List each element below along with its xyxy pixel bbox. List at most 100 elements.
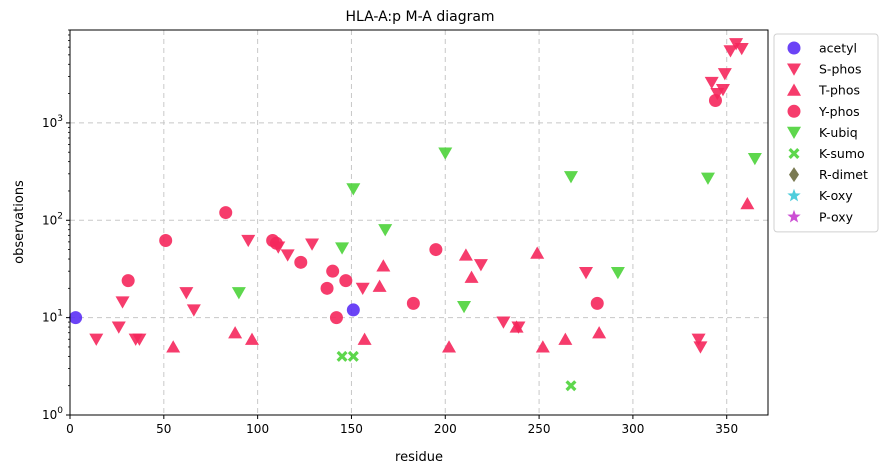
data-point-y-phos (121, 274, 135, 288)
data-point-s-phos (280, 249, 295, 262)
data-point-t-phos (509, 320, 524, 333)
legend: acetyl S-phos T-phos Y-phos K-ubiq K-sumo R-di… (773, 33, 879, 233)
data-point-s-phos (186, 304, 201, 317)
data-point-s-phos (693, 341, 708, 354)
data-point-t-phos (376, 259, 391, 272)
y-tick-label: 100 (42, 406, 63, 422)
data-point-t-phos (464, 270, 479, 283)
data-point-t-phos (245, 332, 260, 345)
data-point-k-ubiq (700, 172, 715, 185)
data-point-s-phos (496, 316, 511, 329)
data-point-k-ubiq (610, 267, 625, 280)
legend-marker-y-phos (787, 104, 801, 118)
data-point-acetyl (346, 303, 360, 317)
x-tick-label: 200 (434, 422, 457, 436)
data-point-k-sumo (336, 350, 348, 362)
data-point-y-phos (219, 206, 233, 220)
x-axis-label: residue (395, 450, 443, 465)
legend-label: R-dimet (819, 167, 868, 182)
legend-label: P-oxy (819, 209, 854, 224)
legend-label: acetyl (819, 41, 857, 56)
data-point-y-phos (329, 311, 343, 325)
data-point-t-phos (458, 248, 473, 261)
data-point-k-sumo (565, 380, 577, 392)
data-point-y-phos (429, 243, 443, 257)
data-point-y-phos (708, 93, 722, 107)
data-point-t-phos (357, 332, 372, 345)
y-tick-label: 102 (42, 211, 63, 227)
data-point-s-phos (179, 287, 194, 300)
data-point-y-phos (406, 296, 420, 310)
legend-marker-k-oxy (787, 188, 801, 202)
data-point-k-sumo (347, 350, 359, 362)
data-point-k-ubiq (231, 287, 246, 300)
legend-label: K-ubiq (819, 125, 858, 140)
data-point-t-phos (166, 340, 181, 353)
x-tick-label: 100 (246, 422, 269, 436)
legend-marker-p-oxy (787, 209, 801, 223)
data-point-t-phos (535, 340, 550, 353)
data-point-t-phos (558, 332, 573, 345)
data-point-s-phos (115, 296, 130, 309)
grid-lines (70, 30, 768, 415)
legend-marker-k-sumo (788, 148, 800, 159)
y-tick-label: 101 (42, 309, 63, 325)
data-point-t-phos (442, 340, 457, 353)
data-point-s-phos (704, 76, 719, 90)
y-axis-label: observations (12, 180, 27, 264)
data-point-t-phos (740, 197, 755, 210)
legend-marker-k-ubiq (787, 126, 801, 140)
data-point-k-ubiq (457, 300, 472, 314)
legend-box (773, 33, 879, 233)
data-point-y-phos (339, 274, 353, 288)
data-point-s-phos (305, 238, 320, 251)
legend-label: Y-phos (818, 104, 860, 119)
data-point-acetyl (69, 311, 83, 325)
data-point-t-phos (372, 279, 387, 292)
data-point-t-phos (592, 326, 607, 339)
data-point-s-phos (734, 42, 749, 56)
data-point-s-phos (111, 321, 126, 334)
data-point-s-phos (241, 234, 256, 248)
data-point-y-phos (159, 233, 173, 247)
data-point-y-phos (294, 255, 308, 269)
legend-marker-t-phos (787, 83, 801, 96)
x-tick-label: 250 (528, 422, 551, 436)
data-point-k-ubiq (563, 171, 578, 184)
data-point-t-phos (228, 326, 243, 339)
data-points (69, 38, 762, 392)
data-point-s-phos (89, 333, 104, 346)
data-point-s-phos (355, 282, 370, 295)
legend-label: K-oxy (819, 188, 853, 203)
legend-label: S-phos (819, 62, 861, 77)
legend-marker-acetyl (787, 41, 801, 55)
chart-title: HLA-A:p M-A diagram (345, 9, 494, 25)
data-point-s-phos (715, 83, 730, 97)
data-point-k-ubiq (346, 183, 361, 196)
y-tick-label: 103 (42, 114, 63, 130)
legend-marker-s-phos (787, 63, 801, 76)
legend-label: T-phos (818, 83, 860, 98)
data-point-s-phos (717, 68, 732, 81)
x-tick-label: 0 (66, 422, 74, 436)
data-point-s-phos (578, 267, 593, 280)
data-point-s-phos (691, 333, 706, 346)
legend-label: K-sumo (819, 146, 865, 161)
x-tick-label: 350 (715, 422, 738, 436)
data-point-y-phos (590, 296, 604, 310)
data-point-k-ubiq (378, 224, 393, 237)
data-point-k-ubiq (747, 152, 762, 166)
data-point-y-phos (320, 281, 334, 295)
data-point-s-phos (132, 333, 147, 346)
data-point-y-phos (326, 264, 340, 278)
data-point-k-ubiq (335, 242, 350, 255)
x-tick-label: 300 (621, 422, 644, 436)
legend-marker-r-dimet (789, 167, 799, 183)
data-point-s-phos (723, 45, 738, 58)
x-tick-label: 50 (156, 422, 171, 436)
x-tick-label: 150 (340, 422, 363, 436)
data-point-k-ubiq (438, 147, 453, 160)
data-point-s-phos (473, 259, 488, 272)
x-axis-ticks: 0 50 100 150 200 250 300 350 (66, 415, 738, 436)
